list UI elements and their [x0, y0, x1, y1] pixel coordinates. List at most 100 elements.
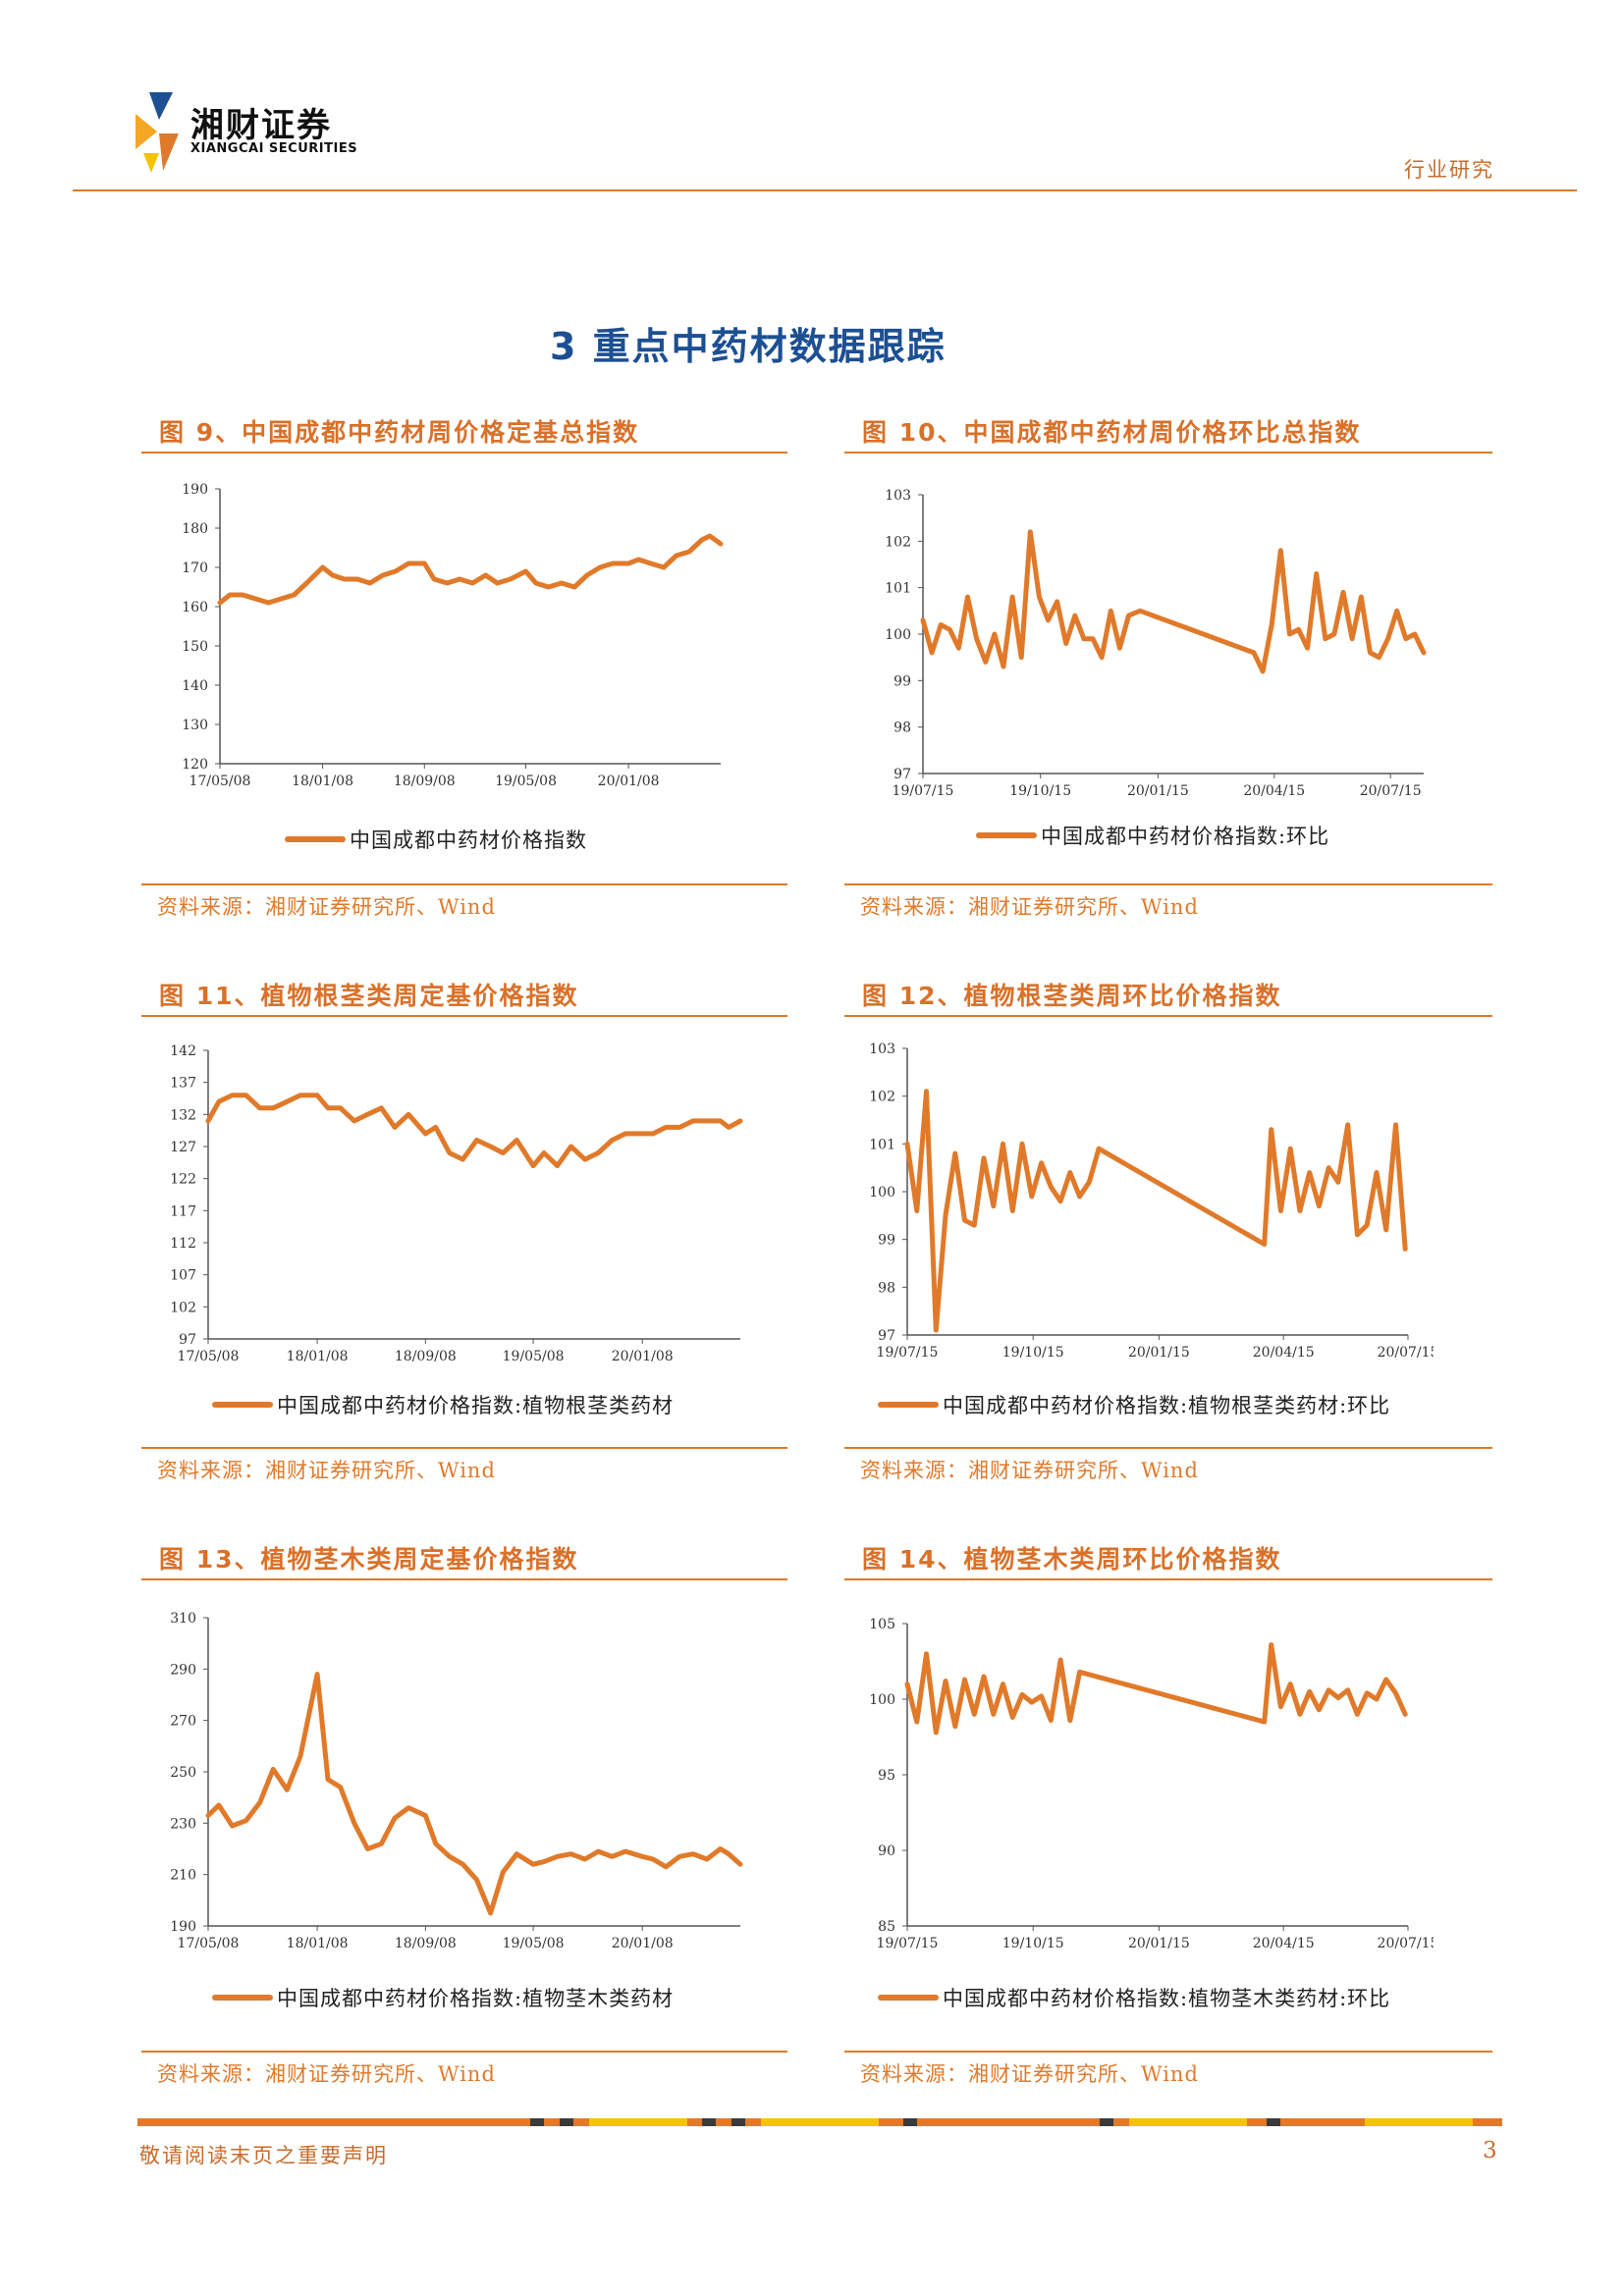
footer-disclaimer: 敬请阅读末页之重要声明: [139, 2144, 388, 2167]
y-tick-label: 140: [182, 678, 208, 694]
footer-stripe-dashes: [530, 2118, 1473, 2126]
legend-swatch: [878, 1402, 939, 1408]
y-tick-label: 103: [885, 488, 911, 504]
header-tag: 行业研究: [1404, 158, 1494, 182]
figure-title-rule: [141, 452, 787, 454]
y-tick-label: 310: [170, 1611, 196, 1627]
figure-title: 图 9、中国成都中药材周价格定基总指数: [159, 418, 640, 447]
x-tick-label: 19/07/15: [877, 1936, 939, 1951]
logo: [130, 88, 189, 177]
y-tick-label: 127: [170, 1140, 196, 1155]
y-tick-label: 98: [878, 1280, 895, 1296]
y-tick-label: 112: [170, 1236, 196, 1252]
y-tick-label: 101: [869, 1137, 895, 1152]
y-tick-label: 101: [885, 581, 911, 597]
brand-mark-icon: [135, 92, 179, 173]
x-tick-label: 20/01/08: [598, 774, 660, 789]
chart-plot: 190 210 230 250 270 290 310 17/05/08 18/01/08 18/…: [170, 1611, 743, 1951]
page-number: 3: [1483, 2138, 1497, 2163]
x-tick-label: 20/07/15: [1378, 1345, 1434, 1361]
y-tick-label: 105: [869, 1617, 895, 1632]
chart-legend: 中国成都中药材价格指数:植物根茎类药材: [212, 1390, 674, 1419]
x-tick-label: 20/01/15: [1127, 783, 1189, 799]
y-tick-label: 85: [878, 1919, 895, 1935]
y-tick-label: 95: [878, 1768, 895, 1784]
x-tick-label: 18/09/08: [394, 774, 456, 789]
x-tick-label: 18/09/08: [395, 1349, 457, 1364]
y-tick-label: 270: [170, 1714, 196, 1730]
y-tick-label: 102: [885, 534, 911, 550]
x-tick-label: 20/07/15: [1378, 1936, 1434, 1951]
chart-legend: 中国成都中药材价格指数:植物茎木类药材:环比: [878, 1983, 1390, 2012]
x-tick-label: 20/01/15: [1128, 1936, 1190, 1951]
chart-plot: 120 130 140 150 160 170 180 190 17/05/08 18/01/08…: [182, 482, 724, 789]
chart-legend: 中国成都中药材价格指数:环比: [976, 821, 1329, 850]
legend-swatch: [976, 832, 1037, 838]
y-tick-label: 100: [885, 627, 911, 643]
y-tick-label: 160: [182, 600, 208, 615]
x-tick-label: 20/01/08: [612, 1936, 674, 1951]
y-tick-label: 190: [170, 1919, 196, 1935]
x-tick-label: 19/10/15: [1002, 1936, 1064, 1951]
y-tick-label: 97: [893, 767, 911, 782]
x-tick-label: 20/04/15: [1253, 1345, 1315, 1361]
figure-source: 资料来源：湘财证券研究所、Wind: [860, 2062, 1199, 2086]
figure-title: 图 12、植物根茎类周环比价格指数: [862, 982, 1282, 1010]
legend-swatch: [212, 1995, 273, 2001]
series-line: [904, 1642, 1408, 1735]
legend-label: 中国成都中药材价格指数:植物根茎类药材:环比: [943, 1394, 1391, 1417]
y-tick-label: 117: [170, 1203, 196, 1219]
x-tick-label: 19/07/15: [893, 783, 954, 799]
legend-label: 中国成都中药材价格指数:植物茎木类药材:环比: [943, 1987, 1391, 2010]
brand-name-cn: 湘财证券: [190, 106, 332, 145]
x-tick-label: 19/05/08: [503, 1349, 565, 1364]
x-tick-label: 18/01/08: [287, 1349, 349, 1364]
figure-source: 资料来源：湘财证券研究所、Wind: [860, 895, 1199, 919]
y-tick-label: 150: [182, 639, 208, 655]
y-tick-label: 132: [170, 1107, 196, 1123]
brand-name-en: XIANGCAI SECURITIES: [190, 141, 358, 156]
y-tick-label: 170: [182, 561, 208, 576]
x-tick-label: 17/05/08: [189, 774, 251, 789]
y-tick-label: 107: [170, 1268, 196, 1284]
figure-title-rule: [141, 1578, 787, 1580]
x-tick-label: 19/10/15: [1009, 783, 1071, 799]
figure-source: 资料来源：湘财证券研究所、Wind: [860, 1459, 1199, 1482]
figure-source-rule: [844, 883, 1492, 885]
legend-label: 中国成都中药材价格指数:环比: [1041, 825, 1330, 848]
y-tick-label: 130: [182, 718, 208, 733]
figure-title: 图 10、中国成都中药材周价格环比总指数: [862, 418, 1362, 447]
figure-source-rule: [844, 1447, 1492, 1449]
y-tick-label: 97: [179, 1332, 196, 1348]
figure-title: 图 11、植物根茎类周定基价格指数: [159, 982, 579, 1010]
x-tick-label: 20/01/15: [1128, 1345, 1190, 1361]
figure-source: 资料来源：湘财证券研究所、Wind: [157, 895, 496, 919]
chart-plot: 85 90 95 100 105 19/07/15 19/10/15 20/01/15 20/0…: [869, 1617, 1434, 1951]
section-title: 3 重点中药材数据跟踪: [550, 325, 947, 368]
x-tick-label: 17/05/08: [178, 1349, 240, 1364]
figure-source: 资料来源：湘财证券研究所、Wind: [157, 1459, 496, 1482]
legend-swatch: [285, 836, 346, 842]
legend-label: 中国成都中药材价格指数:植物茎木类药材: [277, 1987, 675, 2010]
y-tick-label: 97: [878, 1328, 895, 1344]
header-divider: [73, 189, 1577, 191]
y-tick-label: 100: [869, 1185, 895, 1201]
x-tick-label: 18/01/08: [292, 774, 353, 789]
y-tick-label: 180: [182, 521, 208, 537]
x-tick-label: 20/01/08: [612, 1349, 674, 1364]
series-line: [904, 1089, 1408, 1333]
legend-label: 中国成都中药材价格指数:植物根茎类药材: [277, 1394, 675, 1417]
legend-label: 中国成都中药材价格指数: [350, 828, 587, 852]
series-line: [205, 1672, 743, 1916]
footer-stripe: [137, 2118, 1502, 2126]
figure-title: 图 14、植物茎木类周环比价格指数: [862, 1545, 1282, 1574]
figure-title-rule: [844, 1578, 1492, 1580]
figure-title-rule: [844, 1015, 1492, 1017]
chart-plot: 97 102 107 112 117 122 127 132 137 142 17/05/08 18/…: [170, 1043, 743, 1364]
y-tick-label: 102: [170, 1300, 196, 1315]
figure-source-rule: [141, 883, 787, 885]
y-tick-label: 142: [170, 1043, 196, 1059]
x-tick-label: 19/10/15: [1002, 1345, 1064, 1361]
y-tick-label: 120: [182, 757, 208, 773]
figure-title-rule: [844, 452, 1492, 454]
